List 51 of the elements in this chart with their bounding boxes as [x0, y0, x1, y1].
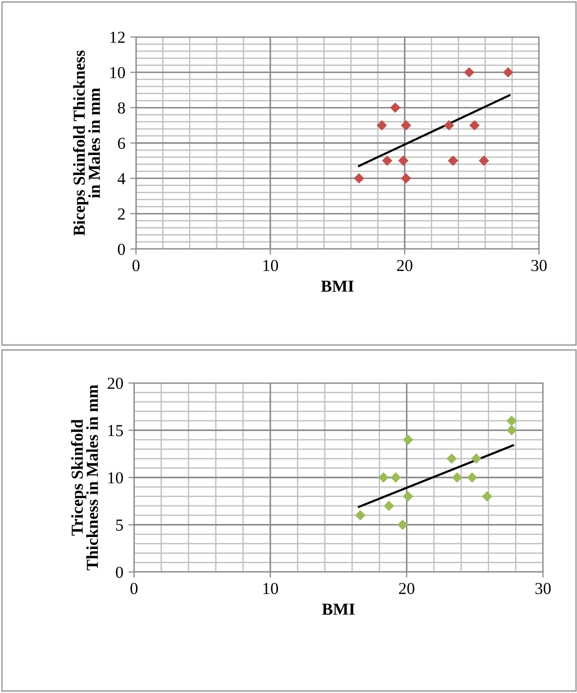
point	[444, 120, 454, 131]
point	[354, 173, 364, 184]
point	[482, 491, 492, 502]
y-tick-label: 6	[118, 138, 126, 149]
point	[469, 120, 480, 131]
y-tick-label: 0	[116, 566, 123, 578]
point	[478, 155, 490, 166]
y-tick-label: 4	[118, 173, 126, 184]
point	[402, 491, 414, 502]
y-tick-label: 0	[118, 244, 125, 255]
y-tick-label: 5	[116, 520, 123, 531]
point	[382, 155, 392, 166]
point	[376, 120, 388, 131]
x-tick-label: 10	[263, 582, 278, 594]
point	[390, 102, 400, 113]
point	[400, 120, 412, 131]
point	[448, 155, 458, 166]
point	[502, 67, 514, 78]
x-tick-label: 0	[132, 260, 140, 272]
x-axis-title: BMI	[322, 604, 355, 615]
point	[466, 472, 478, 483]
point	[446, 453, 457, 464]
point	[452, 472, 462, 483]
point	[471, 453, 482, 464]
y-tick-label: 2	[118, 208, 125, 220]
y-tick-label: 8	[118, 102, 125, 114]
x-tick-label: 30	[535, 582, 551, 594]
y-tick-label: 20	[108, 378, 123, 389]
point	[398, 155, 409, 166]
y-tick-label: 12	[110, 32, 125, 43]
point	[464, 67, 474, 78]
point	[397, 520, 408, 530]
x-tick-label: 10	[263, 260, 278, 272]
y-axis-title: Biceps Skinfold Thickness in Males in mm	[72, 50, 100, 236]
y-tick-label: 10	[108, 472, 123, 484]
point	[506, 425, 517, 436]
y-axis-title: Triceps Skinfold Thickness in Males in mm	[70, 384, 98, 570]
point	[384, 500, 394, 512]
y-tick-label: 15	[108, 425, 123, 436]
x-axis-title: BMI	[321, 280, 354, 292]
point	[506, 416, 517, 426]
point	[390, 472, 401, 483]
point	[378, 472, 389, 483]
point	[402, 434, 414, 445]
x-tick-label: 0	[130, 582, 138, 594]
point	[355, 510, 366, 520]
y-tick-label: 10	[110, 67, 125, 78]
x-tick-label: 20	[399, 582, 414, 594]
point	[400, 173, 412, 184]
x-tick-label: 30	[531, 260, 547, 272]
x-tick-label: 20	[397, 260, 412, 272]
